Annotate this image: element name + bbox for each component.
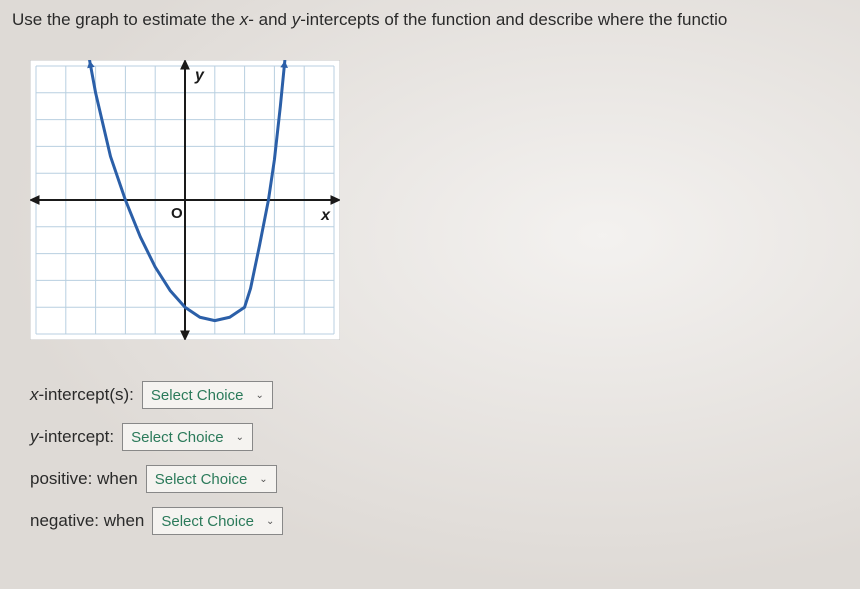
graph-container: Oy x [30, 60, 848, 340]
y-intercept-label: y-intercept: [30, 427, 114, 447]
parabola-graph: Oy x [30, 60, 340, 340]
svg-text:y: y [194, 67, 205, 84]
chevron-down-icon: ⌄ [266, 516, 274, 527]
y-intercept-suffix: -intercept: [39, 427, 115, 446]
svg-text:O: O [171, 205, 183, 222]
positive-select[interactable]: Select Choice ⌄ [146, 465, 277, 493]
x-intercept-label: x-intercept(s): [30, 385, 134, 405]
chevron-down-icon: ⌄ [255, 390, 263, 401]
positive-label: positive: when [30, 469, 138, 489]
answer-rows: x-intercept(s): Select Choice ⌄ y-interc… [30, 380, 848, 536]
negative-row: negative: when Select Choice ⌄ [30, 506, 848, 536]
question-x-var: x [240, 10, 249, 29]
question-text: Use the graph to estimate the x- and y-i… [12, 10, 848, 30]
y-var-label: y [30, 427, 39, 446]
chevron-down-icon: ⌄ [259, 474, 267, 485]
x-intercept-suffix: -intercept(s): [39, 385, 134, 404]
positive-row: positive: when Select Choice ⌄ [30, 464, 848, 494]
select-placeholder: Select Choice [161, 513, 254, 530]
x-intercept-select[interactable]: Select Choice ⌄ [142, 381, 273, 409]
question-mid1: - and [248, 10, 291, 29]
question-y-var: y [292, 10, 301, 29]
y-intercept-row: y-intercept: Select Choice ⌄ [30, 422, 848, 452]
question-mid2: -intercepts of the function and describe… [300, 10, 727, 29]
chevron-down-icon: ⌄ [236, 432, 244, 443]
select-placeholder: Select Choice [131, 429, 224, 446]
y-intercept-select[interactable]: Select Choice ⌄ [122, 423, 253, 451]
question-prefix: Use the graph to estimate the [12, 10, 240, 29]
negative-label: negative: when [30, 511, 144, 531]
negative-select[interactable]: Select Choice ⌄ [152, 507, 283, 535]
x-intercept-row: x-intercept(s): Select Choice ⌄ [30, 380, 848, 410]
select-placeholder: Select Choice [151, 387, 244, 404]
x-var-label: x [30, 385, 39, 404]
svg-text:x: x [320, 207, 331, 224]
select-placeholder: Select Choice [155, 471, 248, 488]
